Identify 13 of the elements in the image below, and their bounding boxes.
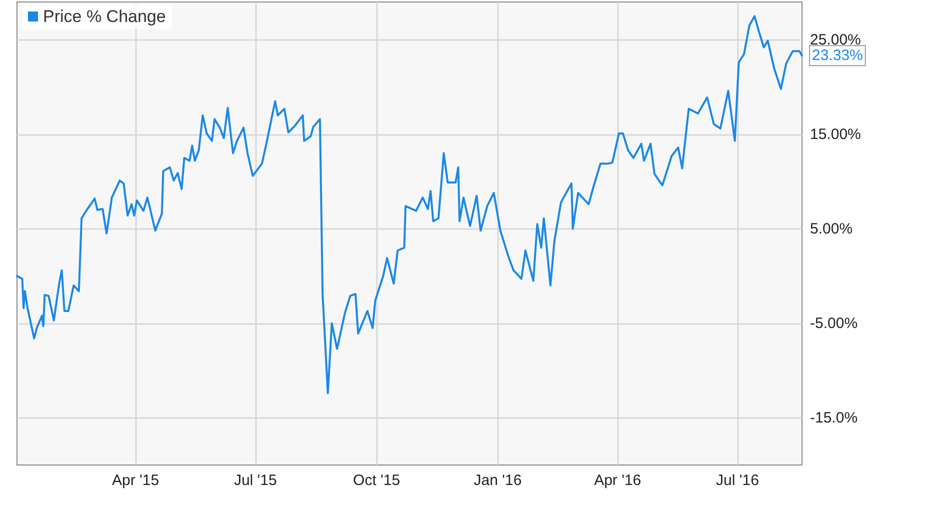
y-tick-label: 25.00% — [810, 31, 861, 48]
legend-label: Price % Change — [43, 7, 166, 26]
x-tick-label: Jan '16 — [474, 472, 522, 489]
x-tick-label: Jul '16 — [716, 472, 759, 489]
x-tick-label: Apr '16 — [594, 472, 642, 489]
x-tick-label: Oct '15 — [353, 472, 400, 489]
y-tick-label: 5.00% — [810, 220, 853, 238]
y-tick-label: -5.00% — [810, 314, 858, 332]
y-tick-label: 15.00% — [810, 126, 861, 143]
y-tick-label: -15.0% — [810, 409, 858, 426]
x-tick-label: Apr '15 — [112, 472, 160, 489]
x-tick-label: Jul '15 — [234, 472, 277, 489]
annotation: 23.33% — [812, 47, 863, 64]
